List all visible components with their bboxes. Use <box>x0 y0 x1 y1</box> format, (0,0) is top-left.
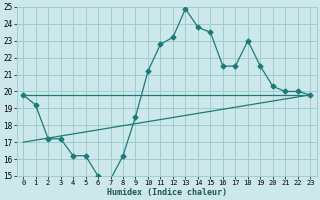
X-axis label: Humidex (Indice chaleur): Humidex (Indice chaleur) <box>107 188 227 197</box>
